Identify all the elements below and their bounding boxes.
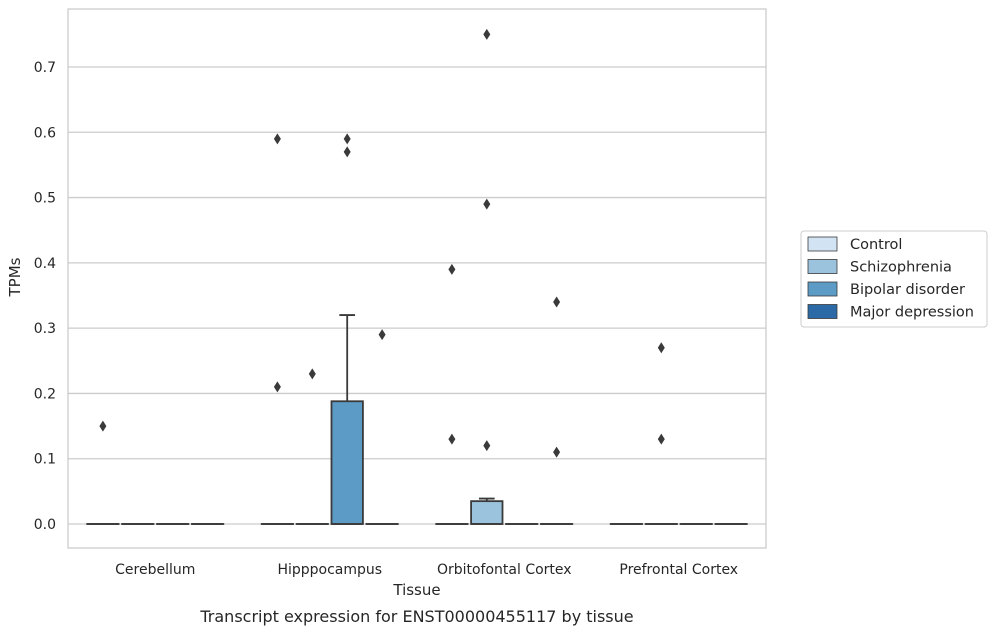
outlier-point (273, 381, 281, 393)
legend-swatch (807, 236, 838, 252)
x-tick-label: Hipppocampus (277, 562, 382, 578)
legend-frame (800, 230, 988, 328)
legend-label: Major depression (850, 305, 974, 321)
x-tick-label: Orbitofontal Cortex (437, 562, 572, 578)
y-tick-label: 0.4 (34, 256, 56, 272)
y-axis-tick-labels: 0.0 0.1 0.2 0.3 0.4 0.5 0.6 0.7 (34, 60, 56, 533)
legend-swatch (807, 304, 838, 319)
x-tick-label: Cerebellum (115, 562, 195, 578)
box-plot-series (86, 28, 748, 525)
y-tick-label: 0.2 (34, 386, 56, 402)
box-bipolar-disorder (330, 133, 364, 525)
box-control (435, 263, 469, 525)
y-tick-label: 0.3 (34, 321, 56, 337)
legend-swatch (807, 259, 838, 274)
box-major-depression (365, 329, 399, 525)
x-axis-label: Tissue (392, 581, 440, 599)
outlier-point (657, 342, 665, 354)
legend-swatch (807, 281, 838, 297)
outlier-point (483, 28, 491, 40)
outlier-point (378, 329, 386, 341)
y-tick-label: 0.0 (34, 517, 56, 533)
outlier-point (343, 133, 351, 145)
y-tick-label: 0.6 (34, 125, 56, 141)
legend: Control Schizophrenia Bipolar disorder Majo… (800, 230, 988, 328)
chart-caption: Transcript expression for ENST0000045511… (199, 607, 633, 626)
plot-area-frame (67, 8, 767, 549)
y-axis-label: TPMs (6, 257, 24, 297)
y-tick-label: 0.5 (34, 191, 56, 207)
box-control (86, 420, 120, 525)
box-schizophrenia (644, 342, 678, 525)
box-control (260, 133, 295, 525)
x-axis-tick-labels: Cerebellum Hipppocampus Orbitofontal Corte… (115, 562, 738, 578)
legend-label: Control (850, 237, 902, 253)
outlier-point (483, 198, 491, 210)
outlier-point (553, 446, 561, 458)
gridlines (68, 66, 766, 525)
outlier-point (273, 133, 281, 145)
legend-label: Bipolar disorder (850, 282, 965, 298)
box-body (470, 500, 504, 525)
outlier-point (308, 368, 316, 380)
box-schizophrenia (470, 28, 504, 525)
box-schizophrenia (295, 368, 329, 525)
y-tick-label: 0.1 (34, 452, 56, 468)
outlier-point (483, 440, 491, 452)
outlier-point (553, 296, 561, 308)
box-major-depression (539, 296, 574, 525)
outlier-point (657, 433, 665, 445)
outlier-point (448, 433, 456, 445)
outlier-point (448, 263, 456, 275)
outlier-point (99, 420, 107, 432)
outlier-point (343, 146, 351, 158)
box-body (330, 400, 364, 525)
x-tick-label: Prefrontal Cortex (619, 562, 738, 578)
legend-label: Schizophrenia (850, 260, 952, 276)
y-tick-label: 0.7 (34, 60, 56, 76)
